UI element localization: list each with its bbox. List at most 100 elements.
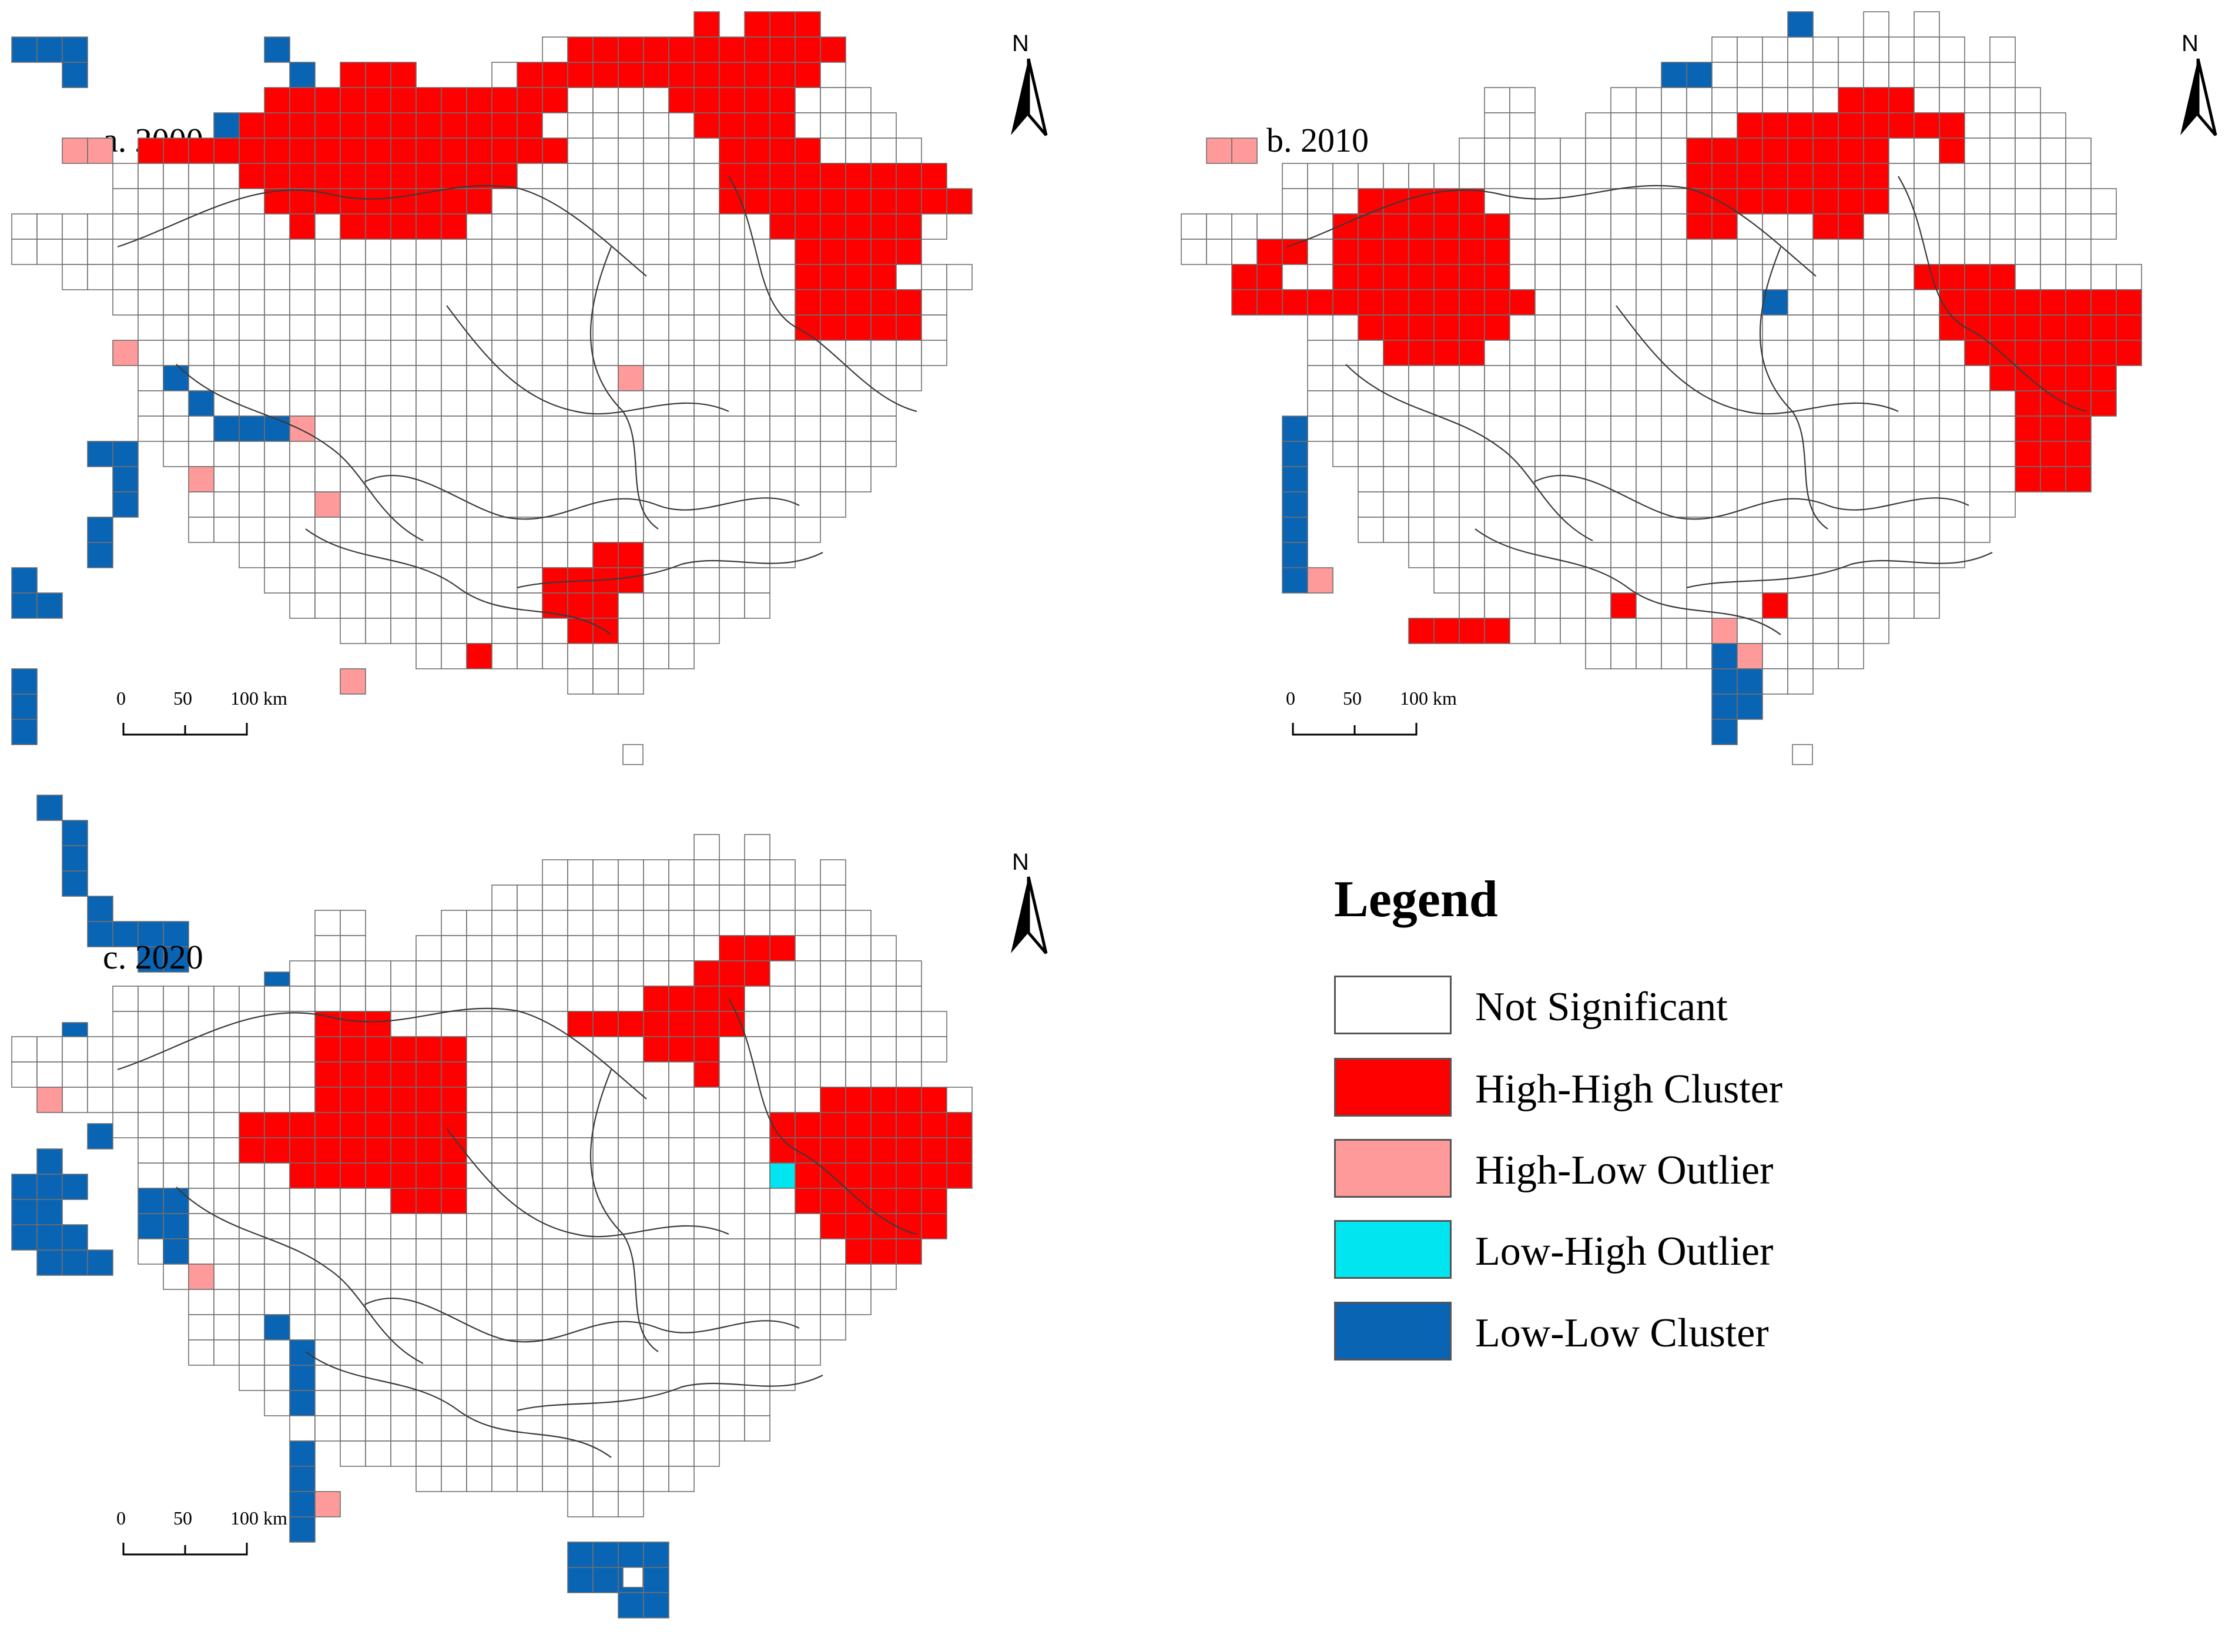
cluster-cell-high-high — [870, 1188, 897, 1214]
grid-cell — [592, 163, 619, 189]
grid-cell — [163, 1087, 189, 1113]
grid-cell — [466, 1440, 492, 1467]
cluster-cell-high-high — [921, 188, 947, 215]
grid-cell — [1838, 567, 1864, 594]
grid-cell — [1534, 213, 1561, 240]
grid-cell — [693, 314, 720, 341]
cluster-cell-high-high — [795, 314, 821, 341]
grid-cell — [213, 1061, 240, 1088]
legend-label: High-High Cluster — [1475, 1067, 1783, 1112]
grid-cell — [1863, 264, 1889, 290]
grid-cell — [188, 239, 215, 265]
cluster-cell-high-high — [1256, 264, 1283, 290]
grid-cell — [415, 986, 442, 1012]
grid-cell — [719, 365, 745, 391]
cluster-cell-low-low — [1661, 62, 1687, 88]
grid-cell — [618, 314, 644, 341]
grid-cell — [491, 910, 518, 936]
grid-cell — [1560, 618, 1586, 644]
grid-cell — [896, 1011, 922, 1037]
grid-cell — [517, 910, 543, 936]
grid-cell — [1332, 390, 1359, 417]
grid-cell — [1661, 441, 1687, 467]
cluster-cell-high-high — [415, 112, 442, 139]
grid-cell — [820, 960, 846, 987]
grid-cell — [643, 1365, 669, 1391]
cluster-cell-low-low — [36, 592, 63, 619]
grid-cell — [870, 112, 897, 139]
cluster-cell-low-low — [264, 1314, 290, 1341]
cluster-cell-high-high — [921, 1087, 947, 1113]
grid-cell — [542, 340, 568, 366]
grid-cell — [239, 1061, 265, 1088]
grid-cell — [567, 910, 594, 936]
grid-cell — [1433, 491, 1460, 518]
grid-cell — [1636, 466, 1662, 492]
grid-cell — [1812, 314, 1839, 341]
grid-cell — [517, 415, 543, 442]
grid-cell — [668, 340, 695, 366]
grid-cell — [239, 188, 265, 215]
grid-cell — [62, 1087, 88, 1113]
cluster-cell-high-high — [719, 112, 745, 139]
grid-cell — [1787, 62, 1814, 88]
cluster-cell-high-high — [845, 1213, 872, 1239]
grid-cell — [517, 1162, 543, 1189]
grid-cell — [62, 1036, 88, 1063]
grid-cell — [239, 365, 265, 391]
grid-cell — [264, 340, 290, 366]
grid-cell — [2015, 163, 2041, 189]
grid-cell — [542, 1365, 568, 1391]
grid-cell — [592, 960, 619, 987]
grid-cell — [820, 1238, 846, 1265]
grid-cell — [1964, 188, 1991, 215]
grid-cell — [1459, 592, 1485, 619]
grid-cell — [390, 1440, 417, 1467]
grid-cell — [314, 390, 341, 417]
grid-cell — [1585, 365, 1611, 391]
grid-cell — [1863, 542, 1889, 568]
grid-cell — [1636, 213, 1662, 240]
grid-cell — [1282, 213, 1308, 240]
grid-cell — [1686, 643, 1713, 669]
grid-cell — [1459, 390, 1485, 417]
grid-cell — [719, 1188, 745, 1214]
cluster-cell-low-low — [289, 1491, 316, 1517]
grid-cell — [2065, 163, 2092, 189]
cluster-cell-high-high — [719, 188, 745, 215]
cluster-cell-low-low — [567, 1542, 594, 1568]
grid-cell — [618, 340, 644, 366]
grid-cell — [1636, 112, 1662, 139]
grid-cell — [466, 910, 492, 936]
cluster-cell-high-high — [2090, 340, 2117, 366]
grid-cell — [1711, 264, 1738, 290]
grid-cell — [845, 112, 872, 139]
grid-cell — [264, 1390, 290, 1416]
cluster-cell-high-high — [870, 314, 897, 341]
grid-cell — [567, 239, 594, 265]
grid-cell — [769, 859, 796, 886]
grid-cell — [845, 466, 872, 492]
grid-cell — [213, 986, 240, 1012]
grid-cell — [542, 1188, 568, 1214]
boundary-line — [305, 528, 612, 635]
cluster-cell-high-high — [870, 264, 897, 290]
grid-cell — [769, 1314, 796, 1341]
grid-cell — [820, 935, 846, 961]
cluster-cell-high-high — [1914, 112, 1940, 139]
cluster-cell-high-high — [668, 1011, 695, 1037]
grid-cell — [340, 592, 366, 619]
cluster-cell-high-high — [618, 62, 644, 88]
cluster-cell-high-high — [820, 188, 846, 215]
grid-cell — [693, 1137, 720, 1164]
grid-cell — [693, 1162, 720, 1189]
grid-cell — [2090, 188, 2117, 215]
grid-cell — [668, 643, 695, 669]
cluster-cell-high-high — [415, 138, 442, 164]
cluster-cell-high-high — [1332, 264, 1359, 290]
grid-cell — [567, 289, 594, 316]
grid-cell — [517, 1264, 543, 1290]
grid-cell — [769, 1036, 796, 1063]
grid-cell — [744, 542, 770, 568]
grid-cell — [1408, 441, 1435, 467]
